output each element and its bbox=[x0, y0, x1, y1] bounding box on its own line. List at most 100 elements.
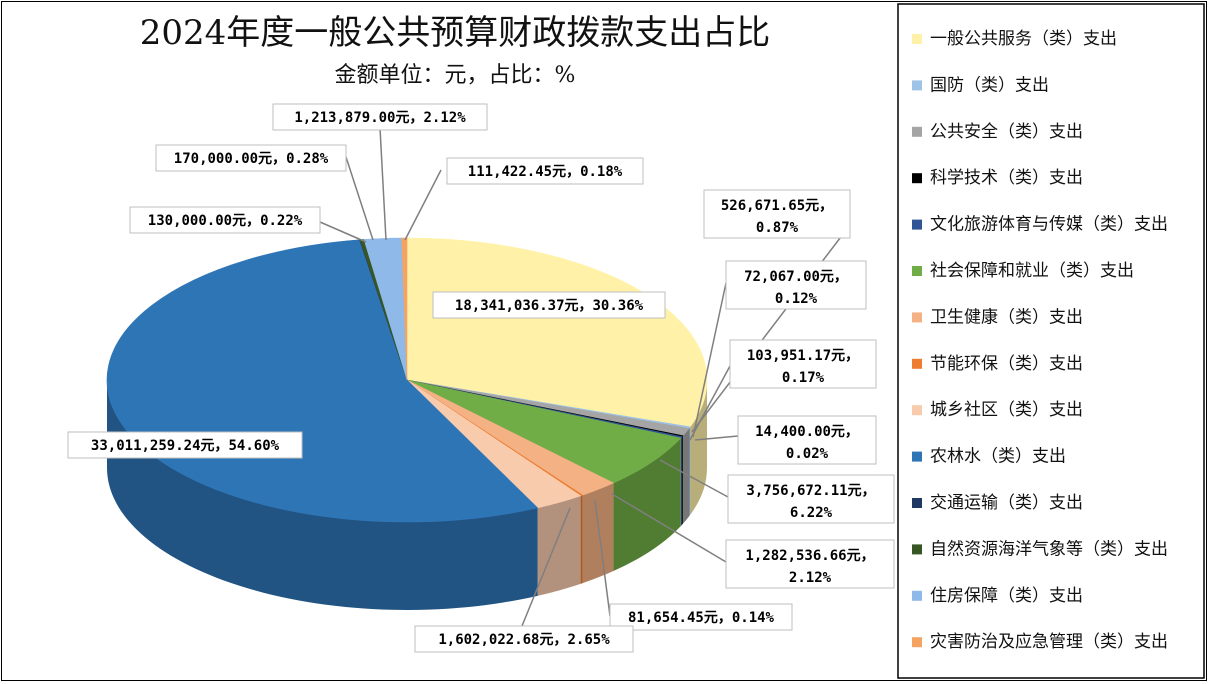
data-label-percent: 6.22% bbox=[790, 505, 833, 521]
data-labels: 18,341,036.37元，30.36% 111,422.45元，0.18% 52… bbox=[67, 103, 895, 653]
leader-line-公共安全类支出 bbox=[691, 224, 851, 433]
pie-slice-社会保障和就业类支出 bbox=[406, 379, 682, 484]
data-label-box bbox=[67, 431, 303, 459]
data-label-percent: 0.87% bbox=[756, 220, 799, 236]
data-label-box bbox=[155, 144, 347, 172]
legend-swatch bbox=[912, 126, 922, 137]
leader-line-交通运输类支出 bbox=[694, 435, 739, 441]
data-label-公共安全类支出: 526,671.65元， 0.87% bbox=[703, 189, 851, 239]
data-label-box bbox=[729, 339, 877, 389]
legend-swatch bbox=[912, 637, 922, 648]
pie-side-卫生健康类支出 bbox=[582, 483, 614, 584]
data-label-box bbox=[737, 415, 877, 465]
legend-label: 文化旅游体育与传媒（类）支出 bbox=[930, 215, 1168, 235]
legend-swatch bbox=[912, 544, 922, 555]
data-label-box bbox=[414, 625, 634, 653]
legend-swatch bbox=[912, 590, 922, 601]
legend-label: 住房保障（类）支出 bbox=[930, 586, 1083, 606]
data-label-percent: 2.12% bbox=[789, 570, 832, 586]
leader-line-国防类支出 bbox=[404, 169, 442, 241]
leader-lines bbox=[319, 127, 851, 627]
pie-layer bbox=[106, 237, 708, 610]
data-label-text: 33,011,259.24元，54.60% bbox=[91, 438, 280, 454]
data-label-text: 1,602,022.68元，2.65% bbox=[438, 632, 610, 648]
legend-item-城乡社区类支出: 城乡社区（类）支出 bbox=[912, 400, 1083, 420]
data-label-text: 81,654.45元，0.14% bbox=[628, 610, 775, 626]
data-label-text: 111,422.45元，0.18% bbox=[468, 164, 623, 180]
pie-side-城乡社区类支出 bbox=[537, 495, 581, 596]
data-label-box bbox=[609, 603, 793, 631]
pie-side-国防类支出 bbox=[688, 426, 691, 517]
chart-subtitle: 金额单位：元，占比：% bbox=[335, 63, 576, 88]
data-label-住房保障类支出: 1,213,879.00元，2.12% bbox=[272, 103, 488, 131]
data-label-灾害防治及应急管理类支出: 170,000.00元，0.28% bbox=[155, 144, 347, 172]
legend-item-交通运输类支出: 交通运输（类）支出 bbox=[912, 493, 1083, 513]
leader-line-自然资源海洋气象等类支出 bbox=[319, 221, 367, 243]
legend-item-自然资源海洋气象等类支出: 自然资源海洋气象等（类）支出 bbox=[912, 539, 1168, 559]
legend-item-灾害防治及应急管理类支出: 灾害防治及应急管理（类）支出 bbox=[912, 632, 1168, 652]
legend-swatch bbox=[912, 173, 922, 184]
legend-swatch bbox=[912, 80, 922, 91]
data-label-text: 1,213,879.00元，2.12% bbox=[294, 110, 466, 126]
legend-label: 公共安全（类）支出 bbox=[930, 122, 1083, 142]
legend-swatch bbox=[912, 498, 922, 508]
legend-swatch bbox=[912, 405, 922, 416]
legend-swatch bbox=[912, 451, 922, 462]
legend-swatch bbox=[912, 358, 922, 369]
legend: 一般公共服务（类）支出国防（类）支出公共安全（类）支出科学技术（类）支出文化旅游… bbox=[897, 3, 1205, 679]
legend-item-公共安全类支出: 公共安全（类）支出 bbox=[912, 122, 1083, 142]
legend-label: 节能环保（类）支出 bbox=[930, 354, 1083, 374]
data-label-percent: 0.17% bbox=[782, 370, 825, 386]
legend-swatch bbox=[912, 34, 922, 44]
data-label-amount: 1,282,536.66元， bbox=[745, 548, 874, 564]
data-label-交通运输类支出: 14,400.00元， 0.02% bbox=[737, 415, 877, 465]
data-label-农林水类支出: 33,011,259.24元，54.60% bbox=[67, 431, 303, 459]
legend-swatch bbox=[912, 312, 922, 323]
legend-label: 科学技术（类）支出 bbox=[930, 168, 1083, 188]
legend-item-节能环保类支出: 节能环保（类）支出 bbox=[912, 354, 1083, 374]
data-label-社会保障和就业类支出: 3,756,672.11元， 6.22% bbox=[727, 474, 895, 524]
legend-label: 灾害防治及应急管理（类）支出 bbox=[930, 632, 1168, 652]
legend-item-住房保障类支出: 住房保障（类）支出 bbox=[912, 586, 1083, 606]
legend-box bbox=[897, 3, 1205, 679]
leader-line-社会保障和就业类支出 bbox=[659, 459, 729, 498]
legend-item-科学技术类支出: 科学技术（类）支出 bbox=[912, 168, 1083, 188]
data-label-text: 18,341,036.37元，30.36% bbox=[455, 298, 644, 314]
legend-item-文化旅游体育与传媒类支出: 文化旅游体育与传媒（类）支出 bbox=[912, 215, 1168, 235]
leader-line-节能环保类支出 bbox=[594, 499, 611, 617]
pie-side-社会保障和就业类支出 bbox=[613, 438, 681, 572]
data-label-text: 130,000.00元，0.22% bbox=[148, 213, 303, 229]
leader-line-城乡社区类支出 bbox=[521, 507, 571, 627]
data-label-节能环保类支出: 81,654.45元，0.14% bbox=[609, 603, 793, 631]
data-label-box bbox=[432, 291, 666, 319]
legend-item-社会保障和就业类支出: 社会保障和就业（类）支出 bbox=[912, 261, 1134, 281]
pie-side-文化旅游体育与传媒类支出 bbox=[680, 436, 683, 527]
data-label-文化旅游体育与传媒类支出: 103,951.17元， 0.17% bbox=[729, 339, 877, 389]
leader-line-文化旅游体育与传媒类支出 bbox=[689, 365, 731, 441]
legend-item-国防类支出: 国防（类）支出 bbox=[912, 75, 1049, 95]
legend-label: 交通运输（类）支出 bbox=[930, 493, 1083, 513]
data-label-城乡社区类支出: 1,602,022.68元，2.65% bbox=[414, 625, 634, 653]
data-label-box bbox=[129, 206, 321, 234]
pie-slice-灾害防治及应急管理类支出 bbox=[401, 237, 408, 381]
data-label-text: 170,000.00元，0.28% bbox=[174, 151, 329, 167]
data-label-卫生健康类支出: 1,282,536.66元， 2.12% bbox=[725, 539, 895, 589]
legend-label: 农林水（类）支出 bbox=[930, 447, 1066, 467]
data-label-box bbox=[725, 539, 895, 589]
data-label-amount: 526,671.65元， bbox=[721, 198, 833, 214]
data-label-percent: 0.02% bbox=[786, 446, 829, 462]
pie-side-节能环保类支出 bbox=[580, 495, 583, 584]
pie-side-科学技术类支出 bbox=[682, 435, 683, 525]
pie-side-一般公共服务类支出 bbox=[690, 380, 707, 515]
legend-label: 社会保障和就业（类）支出 bbox=[930, 261, 1134, 281]
legend-label: 城乡社区（类）支出 bbox=[930, 400, 1083, 420]
leader-line-科学技术类支出 bbox=[692, 282, 727, 438]
data-label-一般公共服务类支出: 18,341,036.37元，30.36% bbox=[432, 291, 666, 319]
data-label-amount: 103,951.17元， bbox=[747, 348, 859, 364]
data-label-box bbox=[703, 189, 851, 239]
pie-side-农林水类支出 bbox=[107, 380, 538, 610]
legend-item-卫生健康类支出: 卫生健康（类）支出 bbox=[912, 307, 1083, 327]
legend-item-一般公共服务类支出: 一般公共服务（类）支出 bbox=[912, 29, 1117, 49]
